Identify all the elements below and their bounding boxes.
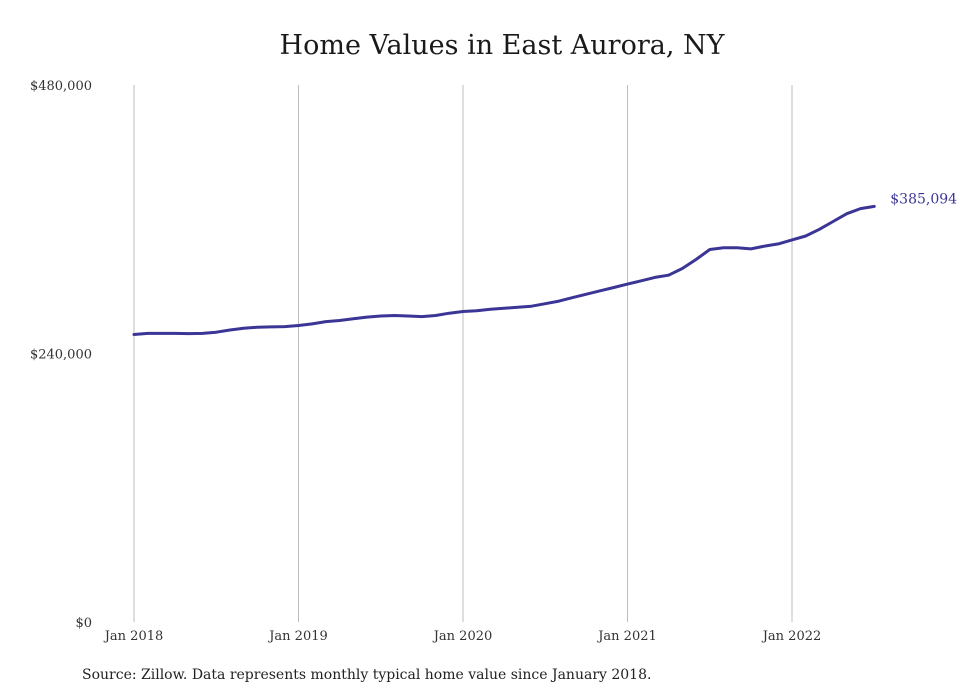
end-value-label: $385,094	[890, 191, 957, 207]
x-tick-label: Jan 2020	[432, 629, 493, 644]
x-axis-ticks: Jan 2018 Jan 2019 Jan 2020 Jan 2021 Jan 2022	[103, 629, 822, 644]
series-line-0	[132, 204, 876, 336]
x-tick-label: Jan 2019	[267, 629, 328, 644]
y-tick-label: $480,000	[30, 79, 92, 94]
series-layer	[132, 204, 876, 336]
chart-title: Home Values in East Aurora, NY	[279, 30, 725, 61]
gridlines	[133, 85, 793, 622]
data-labels: $385,094	[890, 191, 957, 207]
y-tick-label: $240,000	[30, 348, 92, 363]
x-tick-label: Jan 2018	[103, 629, 164, 644]
x-tick-label: Jan 2022	[761, 629, 822, 644]
y-tick-label: $0	[75, 616, 92, 631]
x-tick-label: Jan 2021	[596, 629, 657, 644]
source-note: Source: Zillow. Data represents monthly …	[82, 667, 652, 683]
y-axis-ticks: $480,000 $240,000 $0	[30, 79, 92, 631]
